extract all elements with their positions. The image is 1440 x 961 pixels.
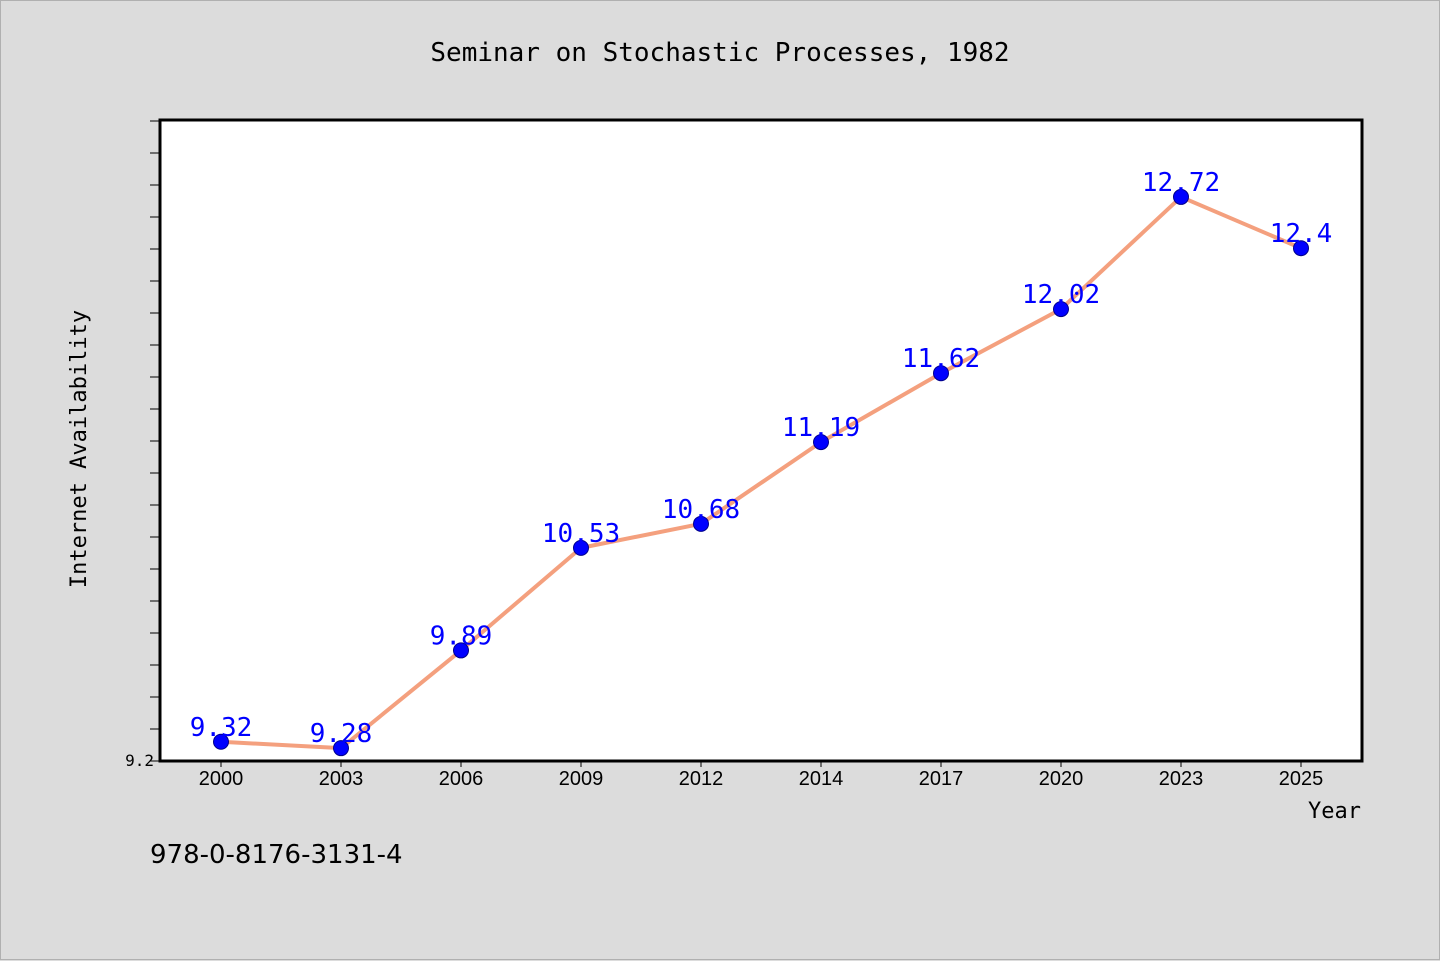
x-tick-label: 2020 [1039, 768, 1084, 790]
x-axis-label: Year [1308, 799, 1361, 824]
data-label: 10.68 [662, 495, 740, 525]
x-tick-label: 2003 [319, 768, 364, 790]
data-label: 12.72 [1142, 168, 1220, 198]
data-point [213, 733, 229, 750]
data-point [813, 434, 829, 451]
data-point [573, 539, 589, 556]
x-tick-label: 2025 [1279, 768, 1324, 790]
x-tick-label: 2009 [559, 768, 604, 790]
data-label: 9.32 [190, 713, 253, 743]
y-tick-label: 9.2 [125, 751, 154, 770]
x-axis-ticks: 2000 2003 2006 2009 2012 2014 2017 2020 2023 2025 [199, 761, 1324, 790]
series-line [219, 194, 1303, 751]
chart-title: Seminar on Stochastic Processes, 1982 [430, 38, 1009, 68]
x-tick-label: 2012 [679, 768, 724, 790]
data-label: 10.53 [542, 519, 620, 549]
plot-area [158, 118, 1364, 763]
data-point [933, 365, 949, 382]
data-label: 9.28 [310, 719, 373, 749]
data-label: 11.19 [782, 413, 860, 443]
y-axis-label: Internet Availability [67, 310, 92, 588]
data-label: 11.62 [902, 344, 980, 374]
data-label: 12.4 [1270, 219, 1333, 249]
data-point [1173, 188, 1189, 205]
isbn-text: 978-0-8176-3131-4 [150, 840, 403, 870]
x-tick-label: 2014 [799, 768, 844, 790]
data-label: 12.02 [1022, 280, 1100, 310]
x-tick-label: 2023 [1159, 768, 1204, 790]
x-tick-label: 2000 [199, 768, 244, 790]
x-tick-label: 2017 [919, 768, 964, 790]
series-layer: 9.32 9.28 9.89 10.53 10.68 11.19 11.62 12.02 12.… [190, 168, 1333, 757]
data-point [1053, 301, 1069, 318]
data-label: 9.89 [430, 621, 493, 651]
y-axis-ticks: 9.2 [125, 120, 160, 770]
x-tick-label: 2006 [439, 768, 484, 790]
data-point [333, 740, 349, 757]
data-point [1293, 240, 1309, 257]
data-point [693, 515, 709, 532]
data-point [453, 642, 469, 659]
